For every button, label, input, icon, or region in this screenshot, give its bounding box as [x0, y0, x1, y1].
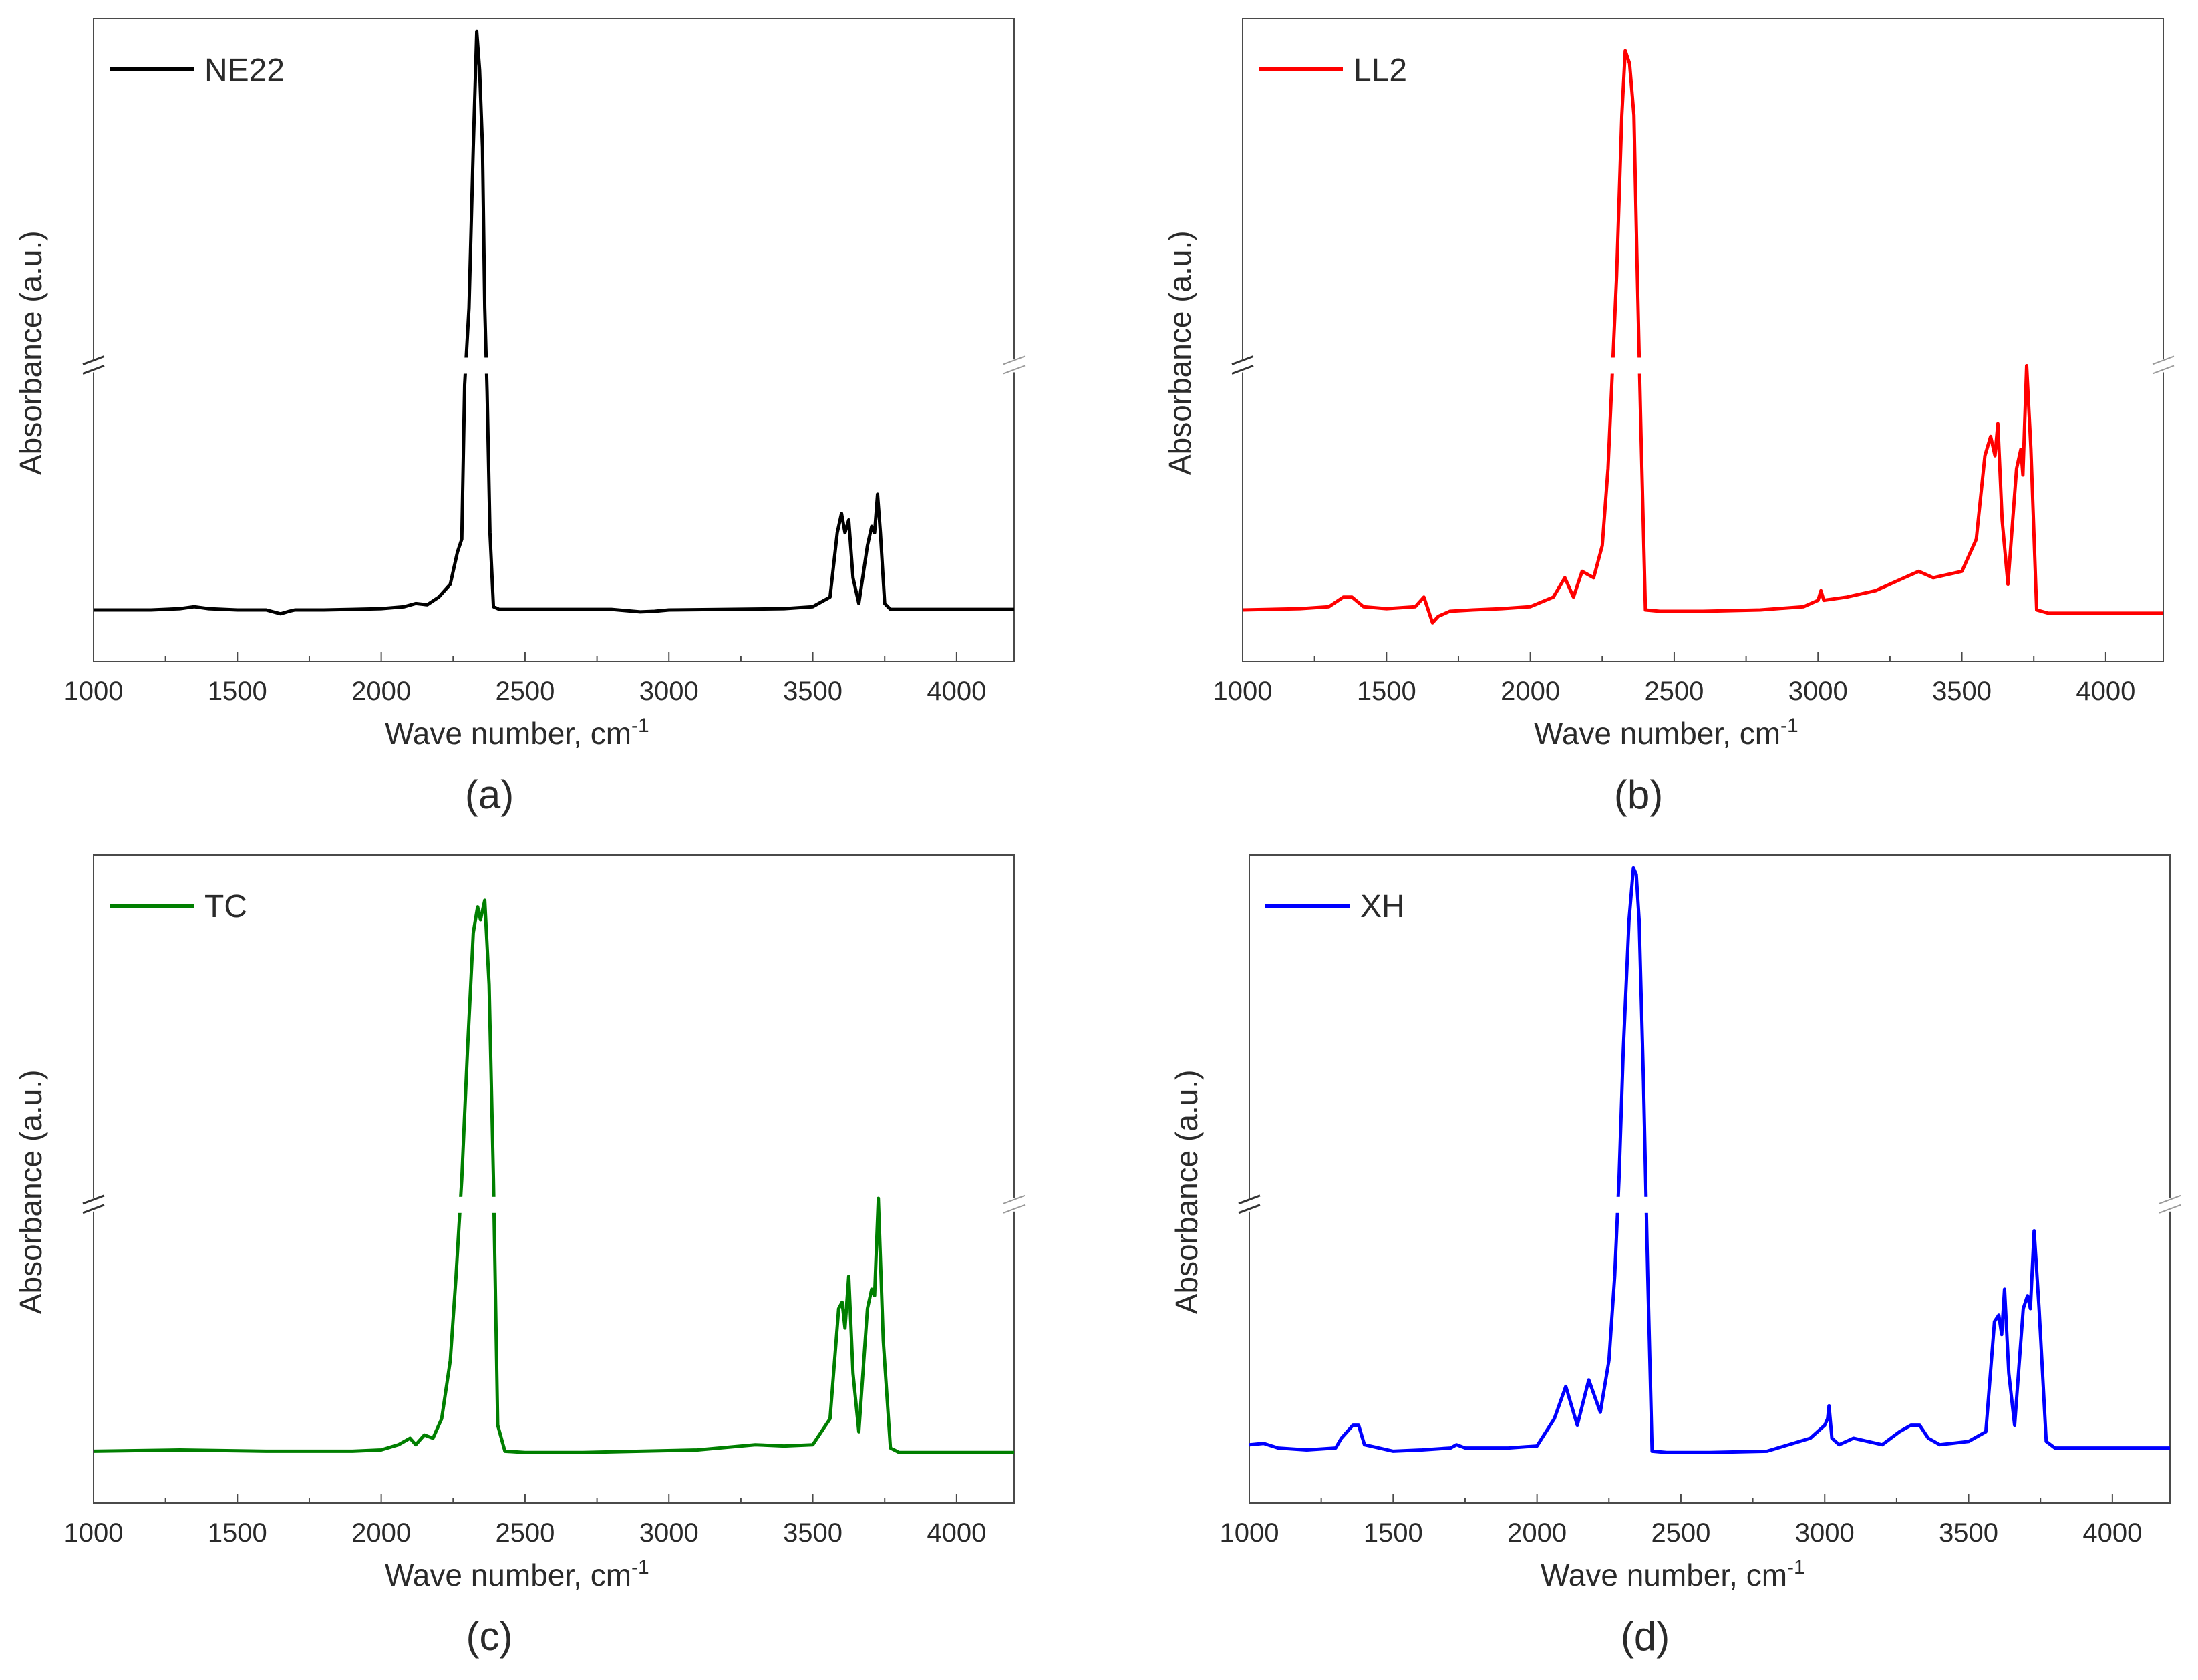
x-axis-title: Wave number, cm-1	[1541, 1556, 1805, 1592]
y-axis-title: Absorbance (a.u.)	[13, 1070, 48, 1315]
right-axis-break-mark	[2152, 365, 2175, 375]
x-tick-label: 4000	[927, 1518, 986, 1548]
x-tick-label: 2500	[495, 1518, 555, 1548]
x-tick-label: 4000	[2076, 677, 2135, 706]
x-tick-label: 1500	[1364, 1518, 1423, 1548]
x-tick-label: 3000	[1788, 677, 1848, 706]
left-axis-break-mark	[82, 365, 105, 375]
legend-label: LL2	[1354, 53, 1407, 88]
right-axis-break-mark	[1003, 355, 1026, 365]
x-tick-label: 1000	[64, 677, 124, 706]
series-break-gap	[1611, 1196, 1658, 1213]
left-axis-break-mark	[82, 1204, 105, 1214]
panel-caption: (b)	[1614, 772, 1663, 817]
series-line	[1249, 866, 2170, 1454]
plot-frame	[1242, 18, 2164, 662]
legend-label: TC	[204, 889, 247, 925]
x-tick-label: 2000	[351, 677, 411, 706]
x-axis-title-superscript: -1	[1787, 1556, 1805, 1578]
x-tick-label: 1000	[64, 1518, 124, 1548]
x-axis-title: Wave number, cm-1	[385, 715, 649, 751]
x-axis-title-text: Wave number, cm	[1534, 716, 1780, 751]
x-tick-label: 4000	[2082, 1518, 2142, 1548]
x-axis-title-superscript: -1	[631, 715, 649, 737]
series-break-gap	[456, 1196, 502, 1213]
x-tick-label: 2000	[351, 1518, 411, 1548]
right-axis-break-mark	[1003, 365, 1026, 375]
x-axis-title: Wave number, cm-1	[1534, 715, 1798, 751]
left-axis-break-mark	[1238, 1194, 1261, 1205]
x-tick-label: 3500	[783, 677, 842, 706]
x-tick-label: 4000	[927, 677, 986, 706]
y-axis-title: Absorbance (a.u.)	[13, 230, 48, 475]
y-axis-title: Absorbance (a.u.)	[1169, 1070, 1204, 1315]
chart-panel-3: 1000 1500 2000 2500 3000 3500 4000 XH Wave numbe…	[1169, 854, 2181, 1659]
left-axis-break-mark	[82, 1194, 105, 1205]
legend-label: XH	[1360, 889, 1405, 925]
x-tick-label: 2500	[495, 677, 555, 706]
x-tick-label: 3500	[1932, 677, 1992, 706]
plot-frame	[93, 854, 1015, 1504]
x-axis-title-superscript: -1	[1780, 715, 1798, 737]
y-axis-title: Absorbance (a.u.)	[1162, 230, 1197, 475]
right-axis-break-mark	[2152, 355, 2175, 365]
x-tick-label: 3500	[1939, 1518, 1998, 1548]
panel-caption: (c)	[466, 1614, 513, 1659]
x-tick-label: 3000	[639, 677, 699, 706]
x-tick-label: 1500	[208, 1518, 267, 1548]
x-tick-label: 3000	[639, 1518, 699, 1548]
series-line	[94, 29, 1014, 616]
x-tick-label: 1000	[1213, 677, 1273, 706]
chart-panel-2: 1000 1500 2000 2500 3000 3500 4000 TC Wave numbe…	[13, 854, 1026, 1659]
plot-frame	[1249, 854, 2171, 1504]
series-break-gap	[456, 357, 502, 374]
series-line	[1242, 49, 2163, 625]
legend-label: NE22	[204, 53, 285, 88]
x-axis-title-superscript: -1	[631, 1556, 649, 1578]
x-tick-label: 2000	[1507, 1518, 1567, 1548]
x-tick-label: 2000	[1501, 677, 1560, 706]
x-axis-title: Wave number, cm-1	[385, 1556, 649, 1592]
x-axis-title-text: Wave number, cm	[385, 716, 631, 751]
right-axis-break-mark	[2159, 1204, 2181, 1214]
x-tick-label: 1000	[1220, 1518, 1279, 1548]
chart-panel-0: 1000 1500 2000 2500 3000 3500 4000 NE22 Wave num…	[13, 18, 1026, 817]
x-tick-label: 1500	[208, 677, 267, 706]
x-axis-title-text: Wave number, cm	[385, 1558, 631, 1592]
series-break-gap	[1605, 357, 1652, 374]
right-axis-break-mark	[1003, 1204, 1026, 1214]
x-tick-label: 3500	[783, 1518, 842, 1548]
left-axis-break-mark	[1231, 365, 1254, 375]
panel-caption: (a)	[465, 772, 514, 817]
series-line	[93, 898, 1014, 1454]
left-axis-break-mark	[1238, 1204, 1261, 1214]
right-axis-break-mark	[2159, 1194, 2181, 1204]
left-axis-break-mark	[1231, 355, 1254, 365]
plot-frame	[93, 18, 1015, 662]
x-tick-label: 3000	[1795, 1518, 1855, 1548]
chart-panel-1: 1000 1500 2000 2500 3000 3500 4000 LL2 Wave numb…	[1162, 18, 2175, 817]
x-tick-label: 1500	[1357, 677, 1416, 706]
left-axis-break-mark	[82, 355, 105, 365]
x-tick-label: 2500	[1644, 677, 1704, 706]
x-axis-title-text: Wave number, cm	[1541, 1558, 1787, 1592]
right-axis-break-mark	[1003, 1194, 1026, 1204]
panel-caption: (d)	[1621, 1614, 1670, 1659]
x-tick-label: 2500	[1651, 1518, 1710, 1548]
